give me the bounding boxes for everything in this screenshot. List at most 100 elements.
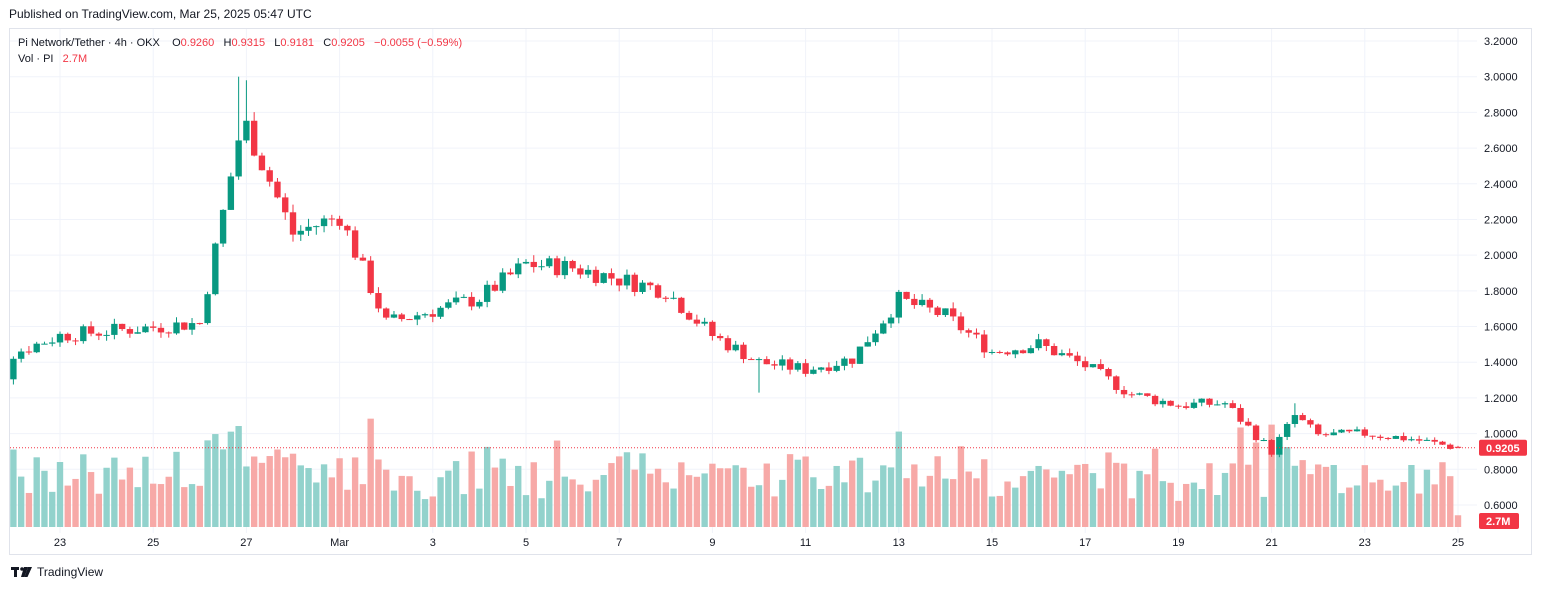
volume-bar: [1128, 498, 1135, 527]
volume-bar: [336, 458, 343, 527]
candle-body: [1346, 429, 1353, 432]
volume-bar: [608, 463, 615, 527]
volume-bar: [258, 462, 266, 527]
volume-bar: [1260, 496, 1268, 527]
volume-bar: [911, 464, 918, 527]
volume-bar: [709, 463, 716, 527]
volume-bar: [1097, 488, 1104, 527]
candle-body: [1159, 400, 1167, 405]
candle-body: [616, 278, 623, 286]
volume-bar: [685, 475, 693, 527]
low-value: 0.9181: [280, 37, 315, 49]
candle-body: [25, 351, 33, 353]
volume-bar: [274, 449, 281, 527]
volume-bar: [266, 456, 273, 527]
volume-bar: [1105, 452, 1112, 527]
candle-body: [724, 338, 732, 351]
volume-bar: [880, 465, 887, 527]
candle-body: [336, 218, 343, 226]
x-tick-label: 25: [1452, 537, 1464, 549]
volume-bar: [988, 496, 996, 527]
y-tick-label: 2.8000: [1484, 107, 1518, 119]
high-value: 0.9315: [231, 37, 266, 49]
volume-bar: [297, 465, 304, 527]
volume-bar: [181, 487, 188, 527]
candle-body: [1315, 424, 1322, 435]
low-label: L: [274, 37, 281, 49]
candle-body: [577, 268, 584, 275]
volume-bar: [1322, 466, 1330, 527]
volume-bar: [111, 457, 118, 527]
candle-body: [33, 343, 40, 353]
x-tick-label: 17: [1079, 537, 1091, 549]
volume-bar: [150, 483, 157, 527]
volume-bar: [817, 489, 825, 527]
volume-bar: [538, 498, 545, 527]
volume-bar: [1423, 469, 1431, 527]
candle-body: [274, 181, 281, 198]
volume-bar: [600, 475, 607, 527]
volume-bar: [25, 492, 33, 527]
volume-bar: [647, 473, 654, 527]
candle-body: [522, 261, 530, 264]
volume-bar: [452, 461, 460, 527]
candle-body: [880, 323, 887, 334]
volume-bar: [87, 472, 95, 527]
candle-body: [1291, 415, 1299, 424]
candle-body: [732, 344, 739, 351]
volume-bar: [507, 485, 514, 527]
volume-bar: [313, 482, 320, 527]
candle-body: [398, 314, 405, 320]
candle-body: [64, 333, 71, 341]
candle-body: [1276, 436, 1283, 455]
volume-bar: [1082, 463, 1089, 527]
candle-body: [1229, 403, 1236, 408]
candle-body: [235, 140, 242, 177]
volume-bar: [1074, 464, 1081, 527]
candle-body: [1268, 440, 1275, 455]
volume-bar: [204, 440, 211, 527]
volume-bar: [942, 478, 949, 527]
volume-bar: [219, 449, 227, 527]
x-tick-label: 9: [709, 537, 715, 549]
volume-bar: [872, 480, 879, 527]
candle-body: [1058, 353, 1066, 356]
candle-body: [748, 359, 755, 361]
y-tick-label: 2.4000: [1484, 179, 1518, 191]
candle-body: [1012, 350, 1019, 355]
candle-body: [1206, 398, 1213, 405]
volume-bar: [701, 473, 708, 527]
candle-body: [802, 363, 809, 374]
candle-body: [817, 367, 825, 370]
volume-bar: [320, 464, 328, 527]
candle-body: [515, 263, 522, 275]
candle-body: [1307, 420, 1314, 425]
volume-bar: [965, 471, 972, 527]
volume-bar: [483, 446, 491, 527]
candle-body: [685, 312, 693, 320]
y-tick-label: 3.0000: [1484, 72, 1518, 84]
candle-body: [1105, 368, 1112, 377]
candle-body: [359, 257, 367, 261]
volume-bar: [740, 467, 747, 527]
x-tick-label: 21: [1265, 537, 1277, 549]
candle-body: [351, 230, 359, 258]
volume-bar: [1283, 447, 1291, 527]
last-volume-badge: [1479, 513, 1519, 529]
brand-footer[interactable]: TradingView: [11, 565, 103, 579]
candle-body: [592, 269, 600, 283]
candle-body: [142, 326, 149, 333]
candle-body: [507, 272, 514, 275]
candle-body: [903, 291, 910, 299]
candle-body: [849, 358, 856, 364]
volume-bar: [17, 476, 25, 527]
volume-bar: [10, 449, 17, 527]
candle-body: [406, 319, 413, 321]
candle-body: [72, 340, 79, 342]
y-tick-label: 3.2000: [1484, 36, 1518, 48]
open-label: O: [172, 37, 181, 49]
x-tick-label: 7: [616, 537, 622, 549]
y-tick-label: 2.0000: [1484, 250, 1518, 262]
volume-bar: [1198, 489, 1205, 527]
